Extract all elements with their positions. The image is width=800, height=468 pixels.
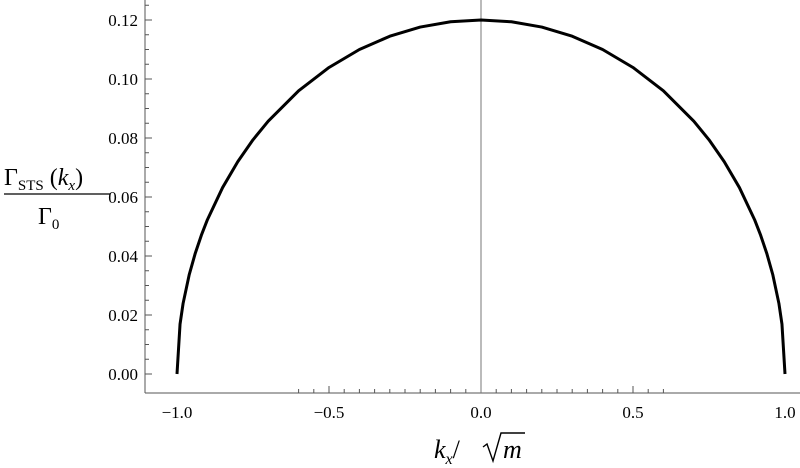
y-label-numerator-subscript: STS — [18, 178, 44, 194]
svg-text:ΓSTS(kx): ΓSTS (kx) — [4, 165, 83, 194]
y-axis-label: ΓSTS (kx) Γ0 — [4, 165, 110, 233]
svg-text:Γ0: Γ0 — [38, 204, 59, 233]
x-axis-ticks: −1.0 −0.5 0.0 0.5 1.0 — [162, 386, 796, 422]
x-label-k: k — [434, 435, 446, 464]
x-label-slash: / — [453, 435, 461, 464]
x-tick-label: −1.0 — [162, 403, 193, 422]
x-label-k-subscript: x — [445, 451, 453, 468]
y-tick-label: 0.10 — [108, 70, 138, 89]
y-label-denominator-subscript: 0 — [52, 217, 60, 233]
y-label-open-paren: ( — [50, 165, 58, 191]
y-tick-label: 0.12 — [108, 11, 138, 30]
x-axis-label: kx/ m — [434, 432, 525, 468]
x-label-m: m — [503, 435, 522, 464]
y-label-numerator-gamma: Γ — [4, 165, 18, 191]
y-tick-label: 0.06 — [108, 188, 138, 207]
y-label-close-paren: ) — [75, 165, 83, 191]
x-tick-label: 1.0 — [774, 403, 795, 422]
svg-text:kx/: kx/ — [434, 435, 461, 468]
series-curve — [175, 18, 787, 375]
y-label-k-subscript: x — [67, 178, 75, 194]
y-tick-label: 0.04 — [108, 247, 138, 266]
x-tick-label: −0.5 — [314, 403, 345, 422]
y-tick-label: 0.00 — [108, 365, 138, 384]
y-label-denominator-gamma: Γ — [38, 204, 52, 230]
y-axis-ticks: 0.00 0.02 0.04 0.06 0.08 0.10 0.12 — [108, 4, 152, 384]
y-label-k: k — [58, 165, 69, 191]
x-label-sqrt-sign — [482, 432, 525, 464]
x-tick-label: 0.0 — [470, 403, 491, 422]
axes — [144, 0, 800, 394]
y-tick-label: 0.08 — [108, 129, 138, 148]
x-tick-label: 0.5 — [622, 403, 643, 422]
y-tick-label: 0.02 — [108, 306, 138, 325]
